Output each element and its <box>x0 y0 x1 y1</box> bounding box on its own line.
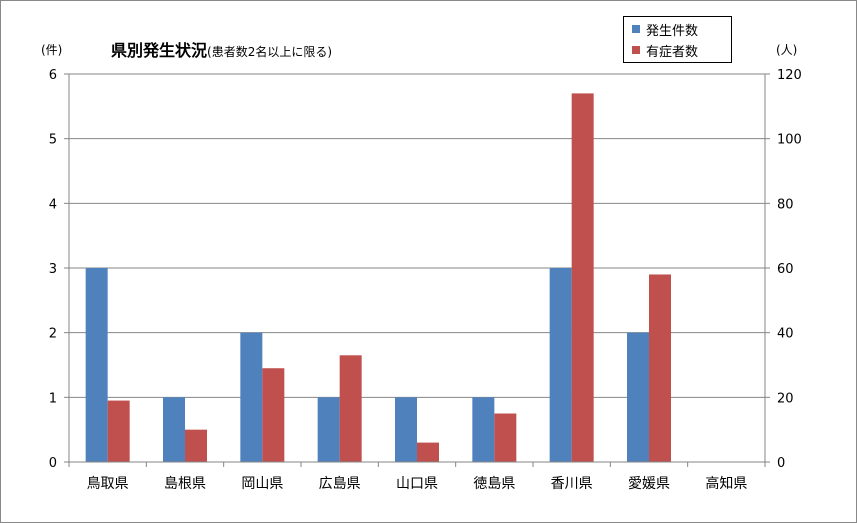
bar-cases <box>627 332 649 462</box>
bar-cases <box>395 397 417 462</box>
x-tick-label: 愛媛県 <box>628 476 670 492</box>
bar-cases <box>240 332 263 462</box>
bar-patients <box>339 355 362 462</box>
bar-cases <box>85 268 108 462</box>
left-tick-label: 6 <box>49 68 57 83</box>
legend-item-cases: 発生件数 <box>632 19 698 39</box>
bar-patients <box>494 413 517 462</box>
bar-patients <box>262 368 285 462</box>
chart-title: 県別発生状況 <box>111 41 208 60</box>
chart-subtitle: (患者数2名以上に限る) <box>207 45 333 59</box>
right-axis-unit: (人) <box>776 43 798 57</box>
legend-item-patients: 有症者数 <box>632 40 698 60</box>
x-tick-label: 鳥取県 <box>87 476 129 492</box>
legend-label-cases: 発生件数 <box>646 23 699 39</box>
x-tick-label: 香川県 <box>551 476 593 492</box>
right-tick-label: 40 <box>777 327 794 342</box>
right-tick-label: 60 <box>777 262 794 277</box>
bar-patients <box>107 400 130 462</box>
bar-cases <box>163 397 185 462</box>
x-tick-label: 高知県 <box>705 475 747 492</box>
x-tick-label: 島根県 <box>164 476 206 492</box>
left-tick-label: 2 <box>49 327 57 342</box>
bar-cases <box>549 268 572 462</box>
right-tick-label: 0 <box>777 456 785 471</box>
x-tick-label: 山口県 <box>396 476 438 492</box>
x-tick-label: 広島県 <box>319 476 361 492</box>
x-tick-label: 岡山県 <box>241 476 283 492</box>
legend: 発生件数 有症者数 <box>623 16 732 63</box>
bar-cases <box>317 397 340 462</box>
left-tick-label: 0 <box>49 456 57 471</box>
left-tick-label: 4 <box>49 197 57 212</box>
left-tick-label: 1 <box>49 391 57 406</box>
left-tick-label: 3 <box>49 262 57 277</box>
bar-cases <box>472 397 495 462</box>
right-tick-label: 100 <box>777 133 802 148</box>
legend-swatch-patients <box>632 46 640 54</box>
bar-patients <box>185 429 207 462</box>
legend-swatch-cases <box>632 25 640 33</box>
left-tick-label: 5 <box>49 133 57 148</box>
legend-label-patients: 有症者数 <box>646 44 699 60</box>
bar-patients <box>571 93 594 463</box>
right-tick-label: 120 <box>777 68 802 83</box>
chart-title-block: 県別発生状況(患者数2名以上に限る) <box>111 37 332 61</box>
bar-patients <box>417 442 439 462</box>
bar-patients <box>649 274 671 462</box>
right-tick-label: 80 <box>777 197 794 212</box>
left-axis-unit: (件) <box>41 43 63 57</box>
right-tick-label: 20 <box>777 391 794 406</box>
x-tick-label: 徳島県 <box>473 476 515 492</box>
